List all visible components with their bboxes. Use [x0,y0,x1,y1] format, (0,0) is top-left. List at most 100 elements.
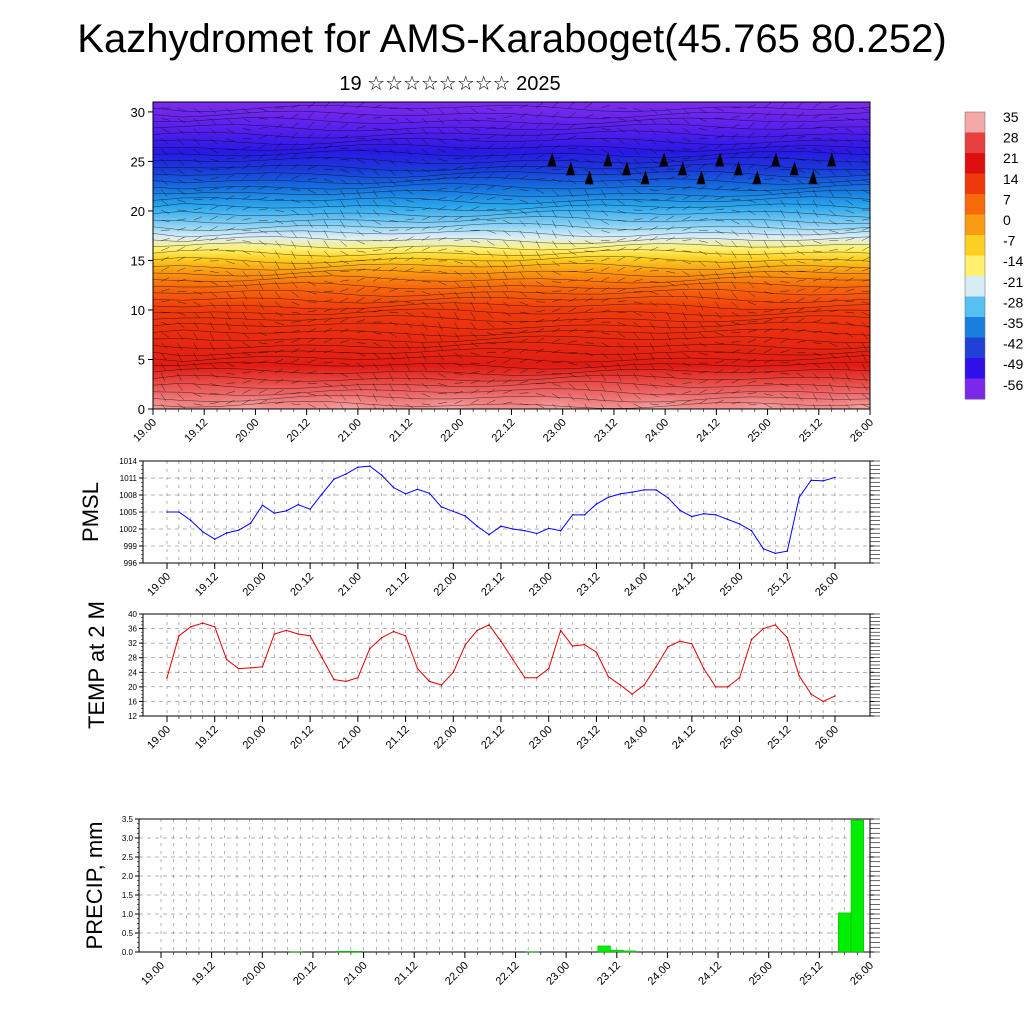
wind-barb [747,199,757,204]
wind-barb [242,195,251,201]
contour-line [153,203,870,211]
wind-barb [389,169,396,176]
temp-data-point [571,645,574,647]
wind-barb [340,220,346,229]
wind-barb [372,373,378,381]
wind-barb [356,114,365,119]
wind-barb [796,147,806,150]
wind-barb [242,281,248,290]
wind-barb [503,219,512,225]
wind-barb [812,308,822,313]
wind-barb [796,209,802,219]
wind-barb [389,277,398,282]
wind-barb [535,154,544,160]
wind-barb [666,118,673,125]
contour-line [153,269,870,277]
pmsl-data-point [714,514,717,516]
wind-barb [454,157,464,160]
wind-barb [437,301,445,309]
wind-barb [731,379,740,384]
pmsl-data-point [368,465,371,467]
wind-flag [584,170,594,185]
wind-barb [715,135,724,139]
wind-barb [454,165,463,170]
wind-barb [535,271,543,278]
wind-barb [242,291,247,300]
wind-barb [731,187,741,190]
wind-barb [307,310,317,313]
wind-flag [659,152,669,167]
wind-barb [617,229,627,231]
wind-barb [649,158,658,164]
wind-barb [242,146,252,150]
wind-barb [535,260,542,269]
cs-x-tick-label: 19.12 [182,417,210,445]
wind-barb [291,209,300,215]
wind-barb [535,142,544,149]
wind-barb [389,403,395,409]
wind-barb [551,240,558,249]
temp-data-point [810,693,812,695]
wind-barb [291,113,300,119]
colorbar-label: -49 [1003,356,1023,372]
wind-barb [682,260,692,265]
wind-barb [177,267,186,272]
wind-barb [177,246,186,252]
wind-barb [731,358,740,364]
wind-barb [682,342,689,350]
wind-barb [812,393,818,402]
wind-barb [617,300,627,303]
pmsl-y-tick-label: 1002 [119,525,137,534]
wind-barb [763,111,771,119]
temp-data-point [190,625,192,628]
wind-barb [372,199,379,208]
wind-barb [356,342,366,344]
wind-barb [682,362,692,367]
temp-data-point [309,635,311,637]
wind-barb [552,250,559,258]
precip-x-tick-label: 24.12 [696,960,724,988]
wind-barb [519,163,528,170]
wind-barb [747,358,756,364]
wind-barb [242,117,251,123]
wind-barb [372,332,382,335]
wind-barb [519,403,529,405]
wind-barb [617,266,626,272]
wind-barb [242,380,252,384]
wind-barb [747,142,755,149]
wind-barb [584,230,593,236]
wind-barb [177,209,187,211]
wind-barb [829,393,834,402]
wind-barb [698,250,708,256]
wind-barb [617,199,625,206]
pmsl-y-tick-label: 996 [124,559,138,568]
temp-data-point [440,684,443,686]
wind-barb [486,196,496,201]
contour-line [153,150,870,158]
precip-bar [622,950,637,953]
wind-barb [193,107,202,114]
temp-data-point [607,675,610,678]
wind-barb [323,240,330,249]
wind-barb [747,392,757,394]
wind-barb [291,104,300,109]
wind-barb [829,373,835,381]
wind-barb [258,196,268,201]
wind-barb [829,248,839,252]
wind-barb [323,102,331,109]
wind-barb [812,287,822,292]
wind-barb [845,373,850,382]
wind-barb [633,218,643,221]
wind-barb [193,207,203,211]
wind-barb [421,362,428,371]
wind-barb [552,144,561,150]
wind-barb [845,321,855,326]
cs-x-tick-label: 21.00 [336,417,364,445]
wind-barb [454,138,463,142]
wind-barb [454,342,461,350]
wind-barb [405,301,415,304]
wind-barb [421,189,431,192]
wind-barb [340,209,345,219]
wind-barb [275,340,285,343]
